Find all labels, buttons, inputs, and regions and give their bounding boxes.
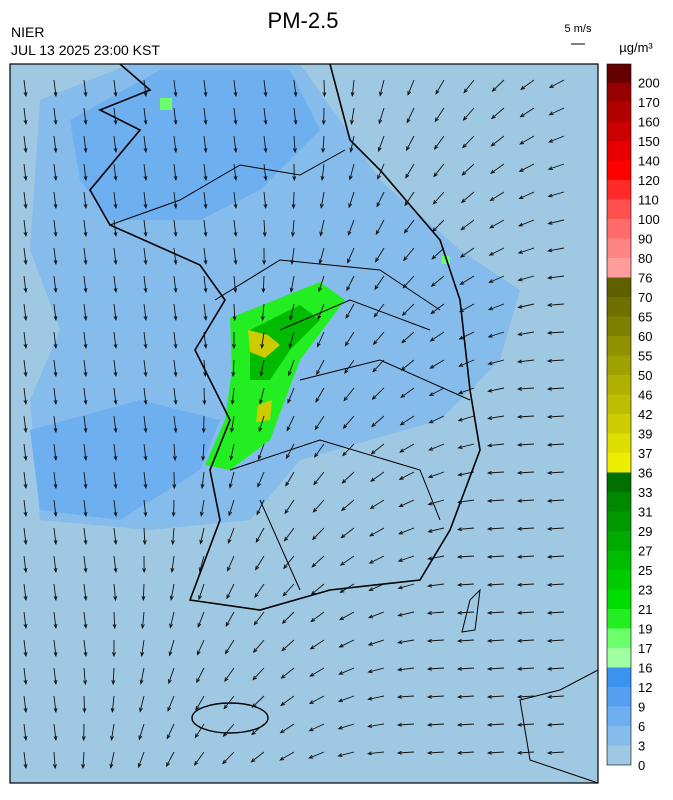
colorbar-segment — [607, 687, 631, 707]
colorbar-segment — [607, 414, 631, 434]
colorbar-label: 27 — [638, 544, 652, 559]
colorbar-segment — [607, 570, 631, 590]
colorbar-segment — [607, 102, 631, 122]
colorbar-label: 76 — [638, 271, 652, 286]
vector-scale: 5 m/s — [565, 23, 592, 35]
colorbar-label: 6 — [638, 719, 645, 734]
unit: µg/m³ — [619, 40, 653, 55]
colorbar-label: 33 — [638, 485, 652, 500]
colorbar-label: 80 — [638, 251, 652, 266]
colorbar-label: 70 — [638, 290, 652, 305]
colorbar-segment — [607, 512, 631, 532]
concentration-band — [160, 98, 172, 110]
colorbar-segment — [607, 258, 631, 278]
wind-arrow — [293, 192, 294, 208]
colorbar-segment — [607, 395, 631, 415]
wind-arrow — [204, 388, 205, 404]
colorbar-segment — [607, 434, 631, 454]
colorbar-segment — [607, 453, 631, 473]
colorbar-segment — [607, 64, 631, 83]
colorbar-segment — [607, 141, 631, 161]
map — [10, 64, 598, 783]
colorbar-segment — [607, 278, 631, 298]
colorbar-segment — [607, 122, 631, 142]
colorbar-segment — [607, 609, 631, 629]
colorbar-label: 55 — [638, 349, 652, 364]
colorbar-segment — [607, 83, 631, 103]
colorbar-label: 46 — [638, 388, 652, 403]
colorbar-segment — [607, 707, 631, 727]
colorbar-label: 0 — [638, 758, 645, 773]
colorbar-label: 60 — [638, 329, 652, 344]
colorbar-segment — [607, 746, 631, 766]
colorbar-label: 12 — [638, 680, 652, 695]
colorbar-segment — [607, 629, 631, 649]
colorbar-label: 3 — [638, 739, 645, 754]
colorbar-label: 21 — [638, 602, 652, 617]
colorbar-segment — [607, 668, 631, 688]
colorbar-segment — [607, 297, 631, 317]
colorbar-label: 120 — [638, 173, 660, 188]
colorbar-segment — [607, 648, 631, 668]
wind-arrow — [324, 80, 325, 96]
colorbar-segment — [607, 531, 631, 551]
colorbar-label: 9 — [638, 700, 645, 715]
datetime: JUL 13 2025 23:00 KST — [11, 42, 160, 58]
colorbar-segment — [607, 726, 631, 746]
colorbar-segment — [607, 336, 631, 356]
colorbar-label: 160 — [638, 115, 660, 130]
source: NIER — [11, 24, 44, 40]
wind-arrow — [84, 696, 85, 712]
colorbar-label: 17 — [638, 641, 652, 656]
colorbar-label: 25 — [638, 563, 652, 578]
colorbar-label: 19 — [638, 622, 652, 637]
colorbar-segment — [607, 219, 631, 239]
title: PM-2.5 — [268, 8, 339, 33]
colorbar-label: 170 — [638, 95, 660, 110]
colorbar-label: 200 — [638, 76, 660, 91]
colorbar-segment — [607, 492, 631, 512]
colorbar: 0369121617192123252729313336373942465055… — [607, 64, 660, 773]
colorbar-segment — [607, 317, 631, 337]
colorbar-label: 50 — [638, 368, 652, 383]
colorbar-label: 110 — [638, 193, 659, 208]
colorbar-label: 65 — [638, 310, 652, 325]
colorbar-segment — [607, 473, 631, 493]
colorbar-label: 90 — [638, 232, 652, 247]
colorbar-label: 16 — [638, 661, 652, 676]
colorbar-segment — [607, 551, 631, 571]
colorbar-label: 37 — [638, 446, 652, 461]
colorbar-segment — [607, 161, 631, 181]
colorbar-label: 150 — [638, 134, 660, 149]
colorbar-label: 39 — [638, 427, 652, 442]
colorbar-segment — [607, 180, 631, 200]
colorbar-label: 31 — [638, 505, 652, 520]
colorbar-label: 100 — [638, 212, 660, 227]
colorbar-label: 42 — [638, 407, 652, 422]
colorbar-label: 23 — [638, 583, 652, 598]
colorbar-segment — [607, 239, 631, 259]
colorbar-segment — [607, 375, 631, 395]
colorbar-segment — [607, 200, 631, 220]
colorbar-segment — [607, 590, 631, 610]
colorbar-label: 36 — [638, 466, 652, 481]
colorbar-segment — [607, 356, 631, 376]
colorbar-label: 140 — [638, 154, 660, 169]
colorbar-label: 29 — [638, 524, 652, 539]
